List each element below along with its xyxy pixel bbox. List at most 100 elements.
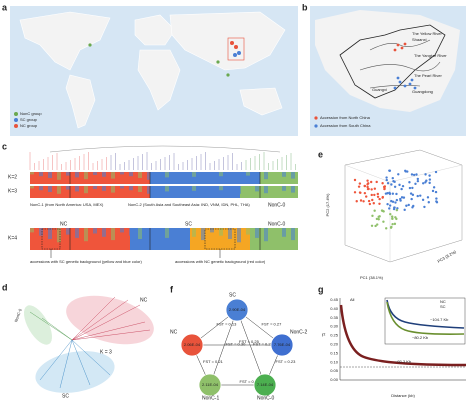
admixture: [75, 228, 79, 238]
admixture: [246, 186, 250, 190]
fst-label: FST = 0.27: [262, 322, 283, 327]
point: [373, 187, 377, 190]
river-label: The Pearl River: [414, 73, 442, 78]
point: [415, 173, 418, 176]
admixture: [30, 186, 34, 189]
point: [427, 201, 430, 204]
point: [358, 182, 362, 185]
structure-bars: [30, 172, 298, 250]
segment: [150, 186, 240, 198]
fst-label: FST = 0.25: [239, 339, 260, 344]
admixture: [237, 186, 241, 194]
point: [434, 190, 438, 194]
admixture: [30, 172, 34, 175]
point: [382, 220, 385, 223]
point: [393, 222, 397, 226]
diversity-network: FST = 0.13 FST = 0.27 FST = 0.21 FST = 0.23…: [170, 292, 307, 400]
node-value: 7.76E-04: [274, 342, 291, 347]
admixture: [165, 172, 169, 178]
admixture: [120, 172, 124, 175]
admixture: [30, 228, 34, 233]
admixture: [120, 186, 124, 189]
admixture: [273, 172, 277, 175]
point: [376, 195, 380, 199]
admixture: [282, 228, 286, 237]
point: [386, 202, 389, 206]
admixture: [255, 228, 259, 238]
node-name: SC: [229, 292, 236, 298]
point: [388, 192, 392, 196]
admixture: [264, 228, 268, 242]
admixture: [183, 228, 187, 234]
admixture: [39, 172, 43, 177]
point: [434, 170, 438, 174]
admixture: [246, 172, 250, 176]
y-tick-label: 0.00: [330, 377, 339, 382]
admixture: [192, 172, 196, 177]
point: [385, 176, 388, 179]
legend-label: NC: [440, 299, 446, 304]
admixture: [255, 186, 259, 192]
point: [381, 182, 384, 185]
group-label: NonC-1 (from North America: USA, MEX): [30, 202, 104, 207]
admixture: [84, 186, 88, 194]
admixture: [66, 172, 70, 176]
point: [388, 207, 391, 210]
node: [225, 298, 249, 322]
y-tick-label: 0.25: [330, 333, 339, 338]
point: [411, 193, 415, 197]
point: [376, 192, 380, 196]
admixture: [39, 228, 43, 236]
admixture: [147, 172, 151, 180]
fst-label: FST = 0.34: [240, 379, 261, 384]
admixture: [237, 228, 241, 243]
admixture: [165, 186, 169, 192]
tree: [29, 145, 296, 170]
point: [426, 196, 430, 199]
legend-label: SC: [440, 304, 446, 309]
ld-plot: [339, 297, 467, 381]
admixture: [93, 228, 97, 234]
point: [386, 192, 389, 195]
point: [366, 185, 369, 189]
point: [359, 199, 363, 202]
admixture: [111, 228, 115, 241]
admixture: [129, 228, 133, 236]
node-value: 2.06E-04: [184, 342, 201, 347]
legend-label: NonC group: [20, 111, 42, 116]
admixture: [165, 228, 169, 238]
admixture: [138, 172, 142, 178]
legend-label: Accession from South China: [320, 123, 371, 128]
point: [390, 215, 394, 218]
admixture: [183, 186, 187, 189]
point: [395, 208, 399, 212]
point: [392, 207, 396, 211]
point: [366, 183, 369, 186]
place-label: Guangxi: [372, 87, 387, 92]
note: ~80.2 Kb: [412, 335, 429, 340]
admixture: [156, 228, 160, 235]
panel-label: f: [170, 284, 174, 294]
admixture: [57, 186, 61, 194]
admixture: [48, 228, 52, 239]
panel-label: e: [318, 149, 323, 159]
clade-label: NonC-0: [13, 307, 23, 322]
y-tick-label: 0.15: [330, 350, 339, 355]
admixture: [255, 172, 259, 178]
admixture: [39, 186, 43, 191]
admixture: [219, 172, 223, 177]
point: [416, 177, 420, 181]
admixture: [156, 172, 160, 176]
panel-label: a: [2, 2, 8, 12]
point: [414, 182, 417, 186]
panel-label: b: [302, 2, 308, 12]
admixture: [174, 172, 178, 180]
point: [408, 181, 411, 184]
fst-label: FST = 0.21: [203, 359, 224, 364]
admixture: [75, 172, 79, 178]
fst-label: FST = 0.13: [217, 322, 238, 327]
axis-label: PC3 (8.2%): [437, 249, 458, 264]
point: [378, 202, 381, 206]
node-value: 7.14E-04: [257, 382, 274, 387]
legend-label: NC group: [20, 123, 38, 128]
